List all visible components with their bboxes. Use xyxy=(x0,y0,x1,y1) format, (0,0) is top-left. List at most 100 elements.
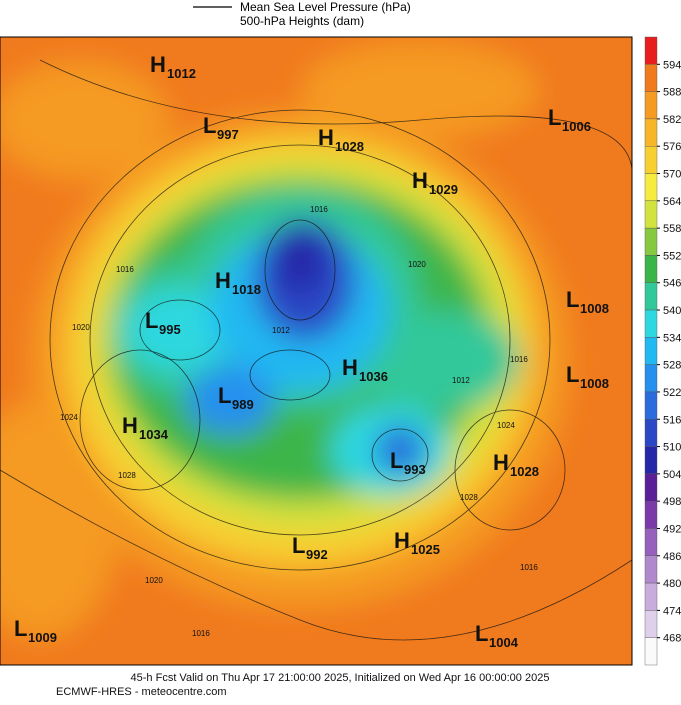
pressure-center-letter: L xyxy=(390,448,403,473)
pressure-center-letter: H xyxy=(342,355,358,380)
colorbar-label: 558 xyxy=(663,223,681,235)
colorbar-label: 504 xyxy=(663,469,681,481)
pressure-center-letter: H xyxy=(412,168,428,193)
pressure-center-value: 1006 xyxy=(562,119,591,134)
colorbar-swatch xyxy=(644,637,658,666)
pressure-center-value: 1012 xyxy=(167,66,196,81)
colorbar-swatch xyxy=(644,528,658,556)
colorbar-swatch xyxy=(644,173,658,202)
colorbar-swatch xyxy=(644,582,658,611)
colorbar-swatch xyxy=(644,91,658,120)
pressure-center-letter: L xyxy=(218,383,231,408)
colorbar-label: 510 xyxy=(663,442,681,454)
pressure-center-value: 1029 xyxy=(429,182,458,197)
pressure-center-letter: H xyxy=(493,450,509,475)
pressure-center-value: 1018 xyxy=(232,282,261,297)
pressure-center-value: 1009 xyxy=(28,630,57,645)
colorbar-label: 564 xyxy=(663,196,681,208)
pressure-center-value: 1028 xyxy=(335,139,364,154)
colorbar-label: 468 xyxy=(663,633,681,645)
colorbar-swatch xyxy=(644,555,658,584)
colorbar-label: 528 xyxy=(663,360,681,372)
pressure-center-value: 993 xyxy=(404,462,426,477)
colorbar-label: 474 xyxy=(663,605,681,617)
contour-label: 1028 xyxy=(118,471,136,480)
contour-label: 1016 xyxy=(510,355,528,364)
map-frame xyxy=(0,36,633,666)
pressure-center-letter: H xyxy=(394,528,410,553)
footer-text: 45-h Fcst Valid on Thu Apr 17 21:00:00 2… xyxy=(131,672,550,684)
colorbar-label: 516 xyxy=(663,414,681,426)
colorbar-label: 594 xyxy=(663,59,681,71)
pressure-center-value: 1008 xyxy=(580,301,609,316)
colorbar-swatch xyxy=(644,419,658,447)
pressure-center-letter: L xyxy=(475,621,488,646)
pressure-center-value: 1028 xyxy=(510,464,539,479)
pressure-center-value: 1008 xyxy=(580,376,609,391)
colorbar-swatch xyxy=(644,64,658,92)
pressure-center-letter: L xyxy=(203,113,216,138)
contour-label: 1024 xyxy=(497,421,515,430)
colorbar-swatch xyxy=(644,309,658,338)
colorbar-label: 576 xyxy=(663,141,681,153)
contour-label: 1012 xyxy=(272,326,290,335)
contour-label: 1016 xyxy=(310,205,328,214)
colorbar-label: 492 xyxy=(663,523,681,535)
contour-label: 1020 xyxy=(408,260,426,269)
colorbar-label: 540 xyxy=(663,305,681,317)
contour-label: 1024 xyxy=(60,413,78,422)
colorbar-swatch xyxy=(644,146,658,174)
colorbar-swatch xyxy=(644,227,658,256)
colorbar-swatch xyxy=(644,200,658,229)
pressure-center-letter: H xyxy=(215,268,231,293)
colorbar-label: 522 xyxy=(663,387,681,399)
colorbar-label: 582 xyxy=(663,114,681,126)
legend-label: 500-hPa Heights (dam) xyxy=(240,14,364,28)
pressure-center-value: 1025 xyxy=(411,542,440,557)
colorbar-swatch xyxy=(644,118,658,147)
contour-label: 1016 xyxy=(520,563,538,572)
pressure-center-letter: H xyxy=(122,413,138,438)
pressure-center-letter: L xyxy=(566,287,579,312)
pressure-center-letter: L xyxy=(145,308,158,333)
colorbar-swatch xyxy=(644,337,658,365)
contour-label: 1016 xyxy=(116,265,134,274)
pressure-center-value: 995 xyxy=(159,322,181,337)
contour-label: 1012 xyxy=(452,376,470,385)
colorbar-label: 552 xyxy=(663,250,681,262)
colorbar-swatch xyxy=(644,36,658,65)
contour-label: 1020 xyxy=(145,576,163,585)
colorbar-swatch xyxy=(644,282,658,311)
colorbar-swatch xyxy=(644,500,658,529)
contour-label: 1020 xyxy=(72,323,90,332)
contour-label: 1016 xyxy=(192,629,210,638)
colorbar-label: 486 xyxy=(663,551,681,563)
colorbar-swatch xyxy=(644,610,658,638)
contour-label: 1028 xyxy=(460,493,478,502)
colorbar-label: 480 xyxy=(663,578,681,590)
pressure-center-value: 992 xyxy=(306,547,328,562)
pressure-center-value: 989 xyxy=(232,397,254,412)
height-field xyxy=(0,37,632,665)
colorbar-swatch xyxy=(644,473,658,502)
pressure-center-value: 997 xyxy=(217,127,239,142)
legend-label: Mean Sea Level Pressure (hPa) xyxy=(240,0,411,14)
pressure-center-letter: H xyxy=(318,125,334,150)
colorbar-swatch xyxy=(644,446,658,475)
pressure-center-letter: L xyxy=(566,362,579,387)
pressure-center-value: 1034 xyxy=(139,427,169,442)
footer-text: ECMWF-HRES - meteocentre.com xyxy=(56,686,227,698)
colorbar-label: 588 xyxy=(663,87,681,99)
pressure-center-letter: L xyxy=(548,105,561,130)
pressure-center-value: 1036 xyxy=(359,369,388,384)
colorbar-swatch xyxy=(644,391,658,420)
pressure-center-letter: H xyxy=(150,52,166,77)
pressure-center-value: 1004 xyxy=(489,635,519,650)
colorbar-swatch xyxy=(644,364,658,393)
colorbar-label: 546 xyxy=(663,278,681,290)
colorbar-label: 570 xyxy=(663,169,681,181)
pressure-center-letter: L xyxy=(14,616,27,641)
colorbar-label: 534 xyxy=(663,332,681,344)
